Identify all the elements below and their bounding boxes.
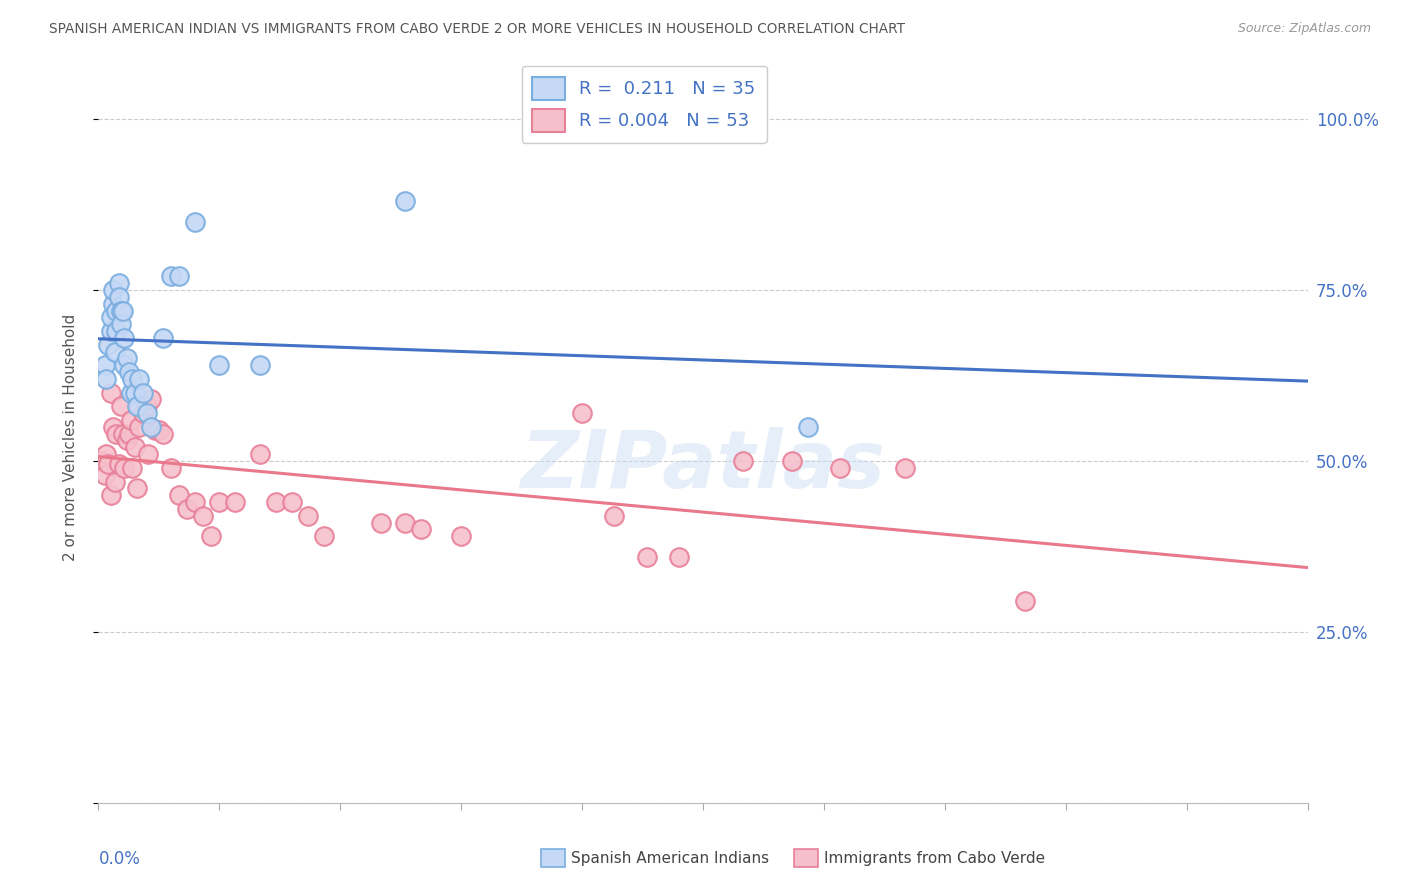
Point [128, 372, 150, 386]
Point [176, 501, 198, 516]
Point [160, 460, 183, 475]
Point [1014, 594, 1036, 608]
Point [101, 297, 124, 311]
Point [101, 283, 124, 297]
Point [100, 324, 122, 338]
Point [120, 413, 142, 427]
Point [314, 529, 336, 543]
Text: Source: ZipAtlas.com: Source: ZipAtlas.com [1237, 22, 1371, 36]
Point [184, 215, 207, 229]
Point [115, 434, 138, 448]
Point [193, 508, 215, 523]
Legend: R =  0.211   N = 35, R = 0.004   N = 53: R = 0.211 N = 35, R = 0.004 N = 53 [522, 66, 766, 143]
Point [893, 460, 915, 475]
Point [733, 454, 755, 468]
Point [100, 385, 122, 400]
Text: 0.0%: 0.0% [98, 850, 141, 868]
Point [208, 495, 231, 509]
Point [780, 454, 803, 468]
Point [97, 458, 120, 472]
Text: Spanish American Indians: Spanish American Indians [571, 851, 769, 865]
Text: ZIPatlas: ZIPatlas [520, 427, 886, 506]
Point [110, 318, 132, 332]
Point [138, 447, 160, 461]
Point [107, 458, 129, 472]
Point [120, 385, 142, 400]
Point [91, 454, 114, 468]
Point [668, 549, 690, 564]
Point [110, 400, 132, 414]
Text: SPANISH AMERICAN INDIAN VS IMMIGRANTS FROM CABO VERDE 2 OR MORE VEHICLES IN HOUS: SPANISH AMERICAN INDIAN VS IMMIGRANTS FR… [49, 22, 905, 37]
Point [297, 508, 319, 523]
Point [135, 400, 157, 414]
Point [132, 406, 155, 420]
Point [135, 406, 157, 420]
Point [124, 385, 146, 400]
Point [101, 420, 124, 434]
Point [127, 481, 149, 495]
Point [152, 331, 174, 345]
Point [112, 460, 135, 475]
Point [94, 359, 117, 373]
Point [281, 495, 304, 509]
Point [167, 488, 190, 502]
Point [167, 269, 190, 284]
Point [127, 400, 149, 414]
Point [409, 522, 432, 536]
Point [124, 440, 146, 454]
Point [224, 495, 246, 509]
Point [450, 529, 472, 543]
Point [370, 516, 392, 530]
Point [264, 495, 287, 509]
Point [107, 290, 129, 304]
Point [828, 460, 851, 475]
Point [249, 447, 271, 461]
Point [111, 426, 134, 441]
Point [160, 269, 183, 284]
Point [208, 359, 231, 373]
Point [111, 303, 134, 318]
Point [797, 420, 820, 434]
Point [139, 392, 162, 407]
Point [107, 277, 129, 291]
Point [105, 426, 128, 441]
Point [105, 324, 128, 338]
Point [112, 331, 135, 345]
Point [100, 488, 122, 502]
Point [103, 344, 125, 359]
Point [394, 516, 416, 530]
Point [112, 359, 135, 373]
Point [96, 372, 118, 386]
Point [128, 420, 150, 434]
Point [148, 423, 170, 437]
Point [121, 372, 143, 386]
Point [115, 351, 138, 366]
Point [121, 460, 143, 475]
Point [139, 420, 162, 434]
Y-axis label: 2 or more Vehicles in Household: 2 or more Vehicles in Household [63, 313, 77, 561]
Point [110, 303, 132, 318]
Point [184, 495, 207, 509]
Point [96, 447, 118, 461]
Point [97, 338, 120, 352]
Point [100, 310, 122, 325]
Point [143, 423, 166, 437]
Point [132, 385, 155, 400]
Point [571, 406, 593, 420]
Point [118, 426, 141, 441]
Point [94, 467, 117, 482]
Point [103, 475, 125, 489]
Point [603, 508, 626, 523]
Point [200, 529, 222, 543]
Point [636, 549, 658, 564]
Point [105, 303, 128, 318]
Text: Immigrants from Cabo Verde: Immigrants from Cabo Verde [824, 851, 1045, 865]
Point [118, 365, 141, 379]
Point [394, 194, 416, 209]
Point [152, 426, 174, 441]
Point [249, 359, 271, 373]
